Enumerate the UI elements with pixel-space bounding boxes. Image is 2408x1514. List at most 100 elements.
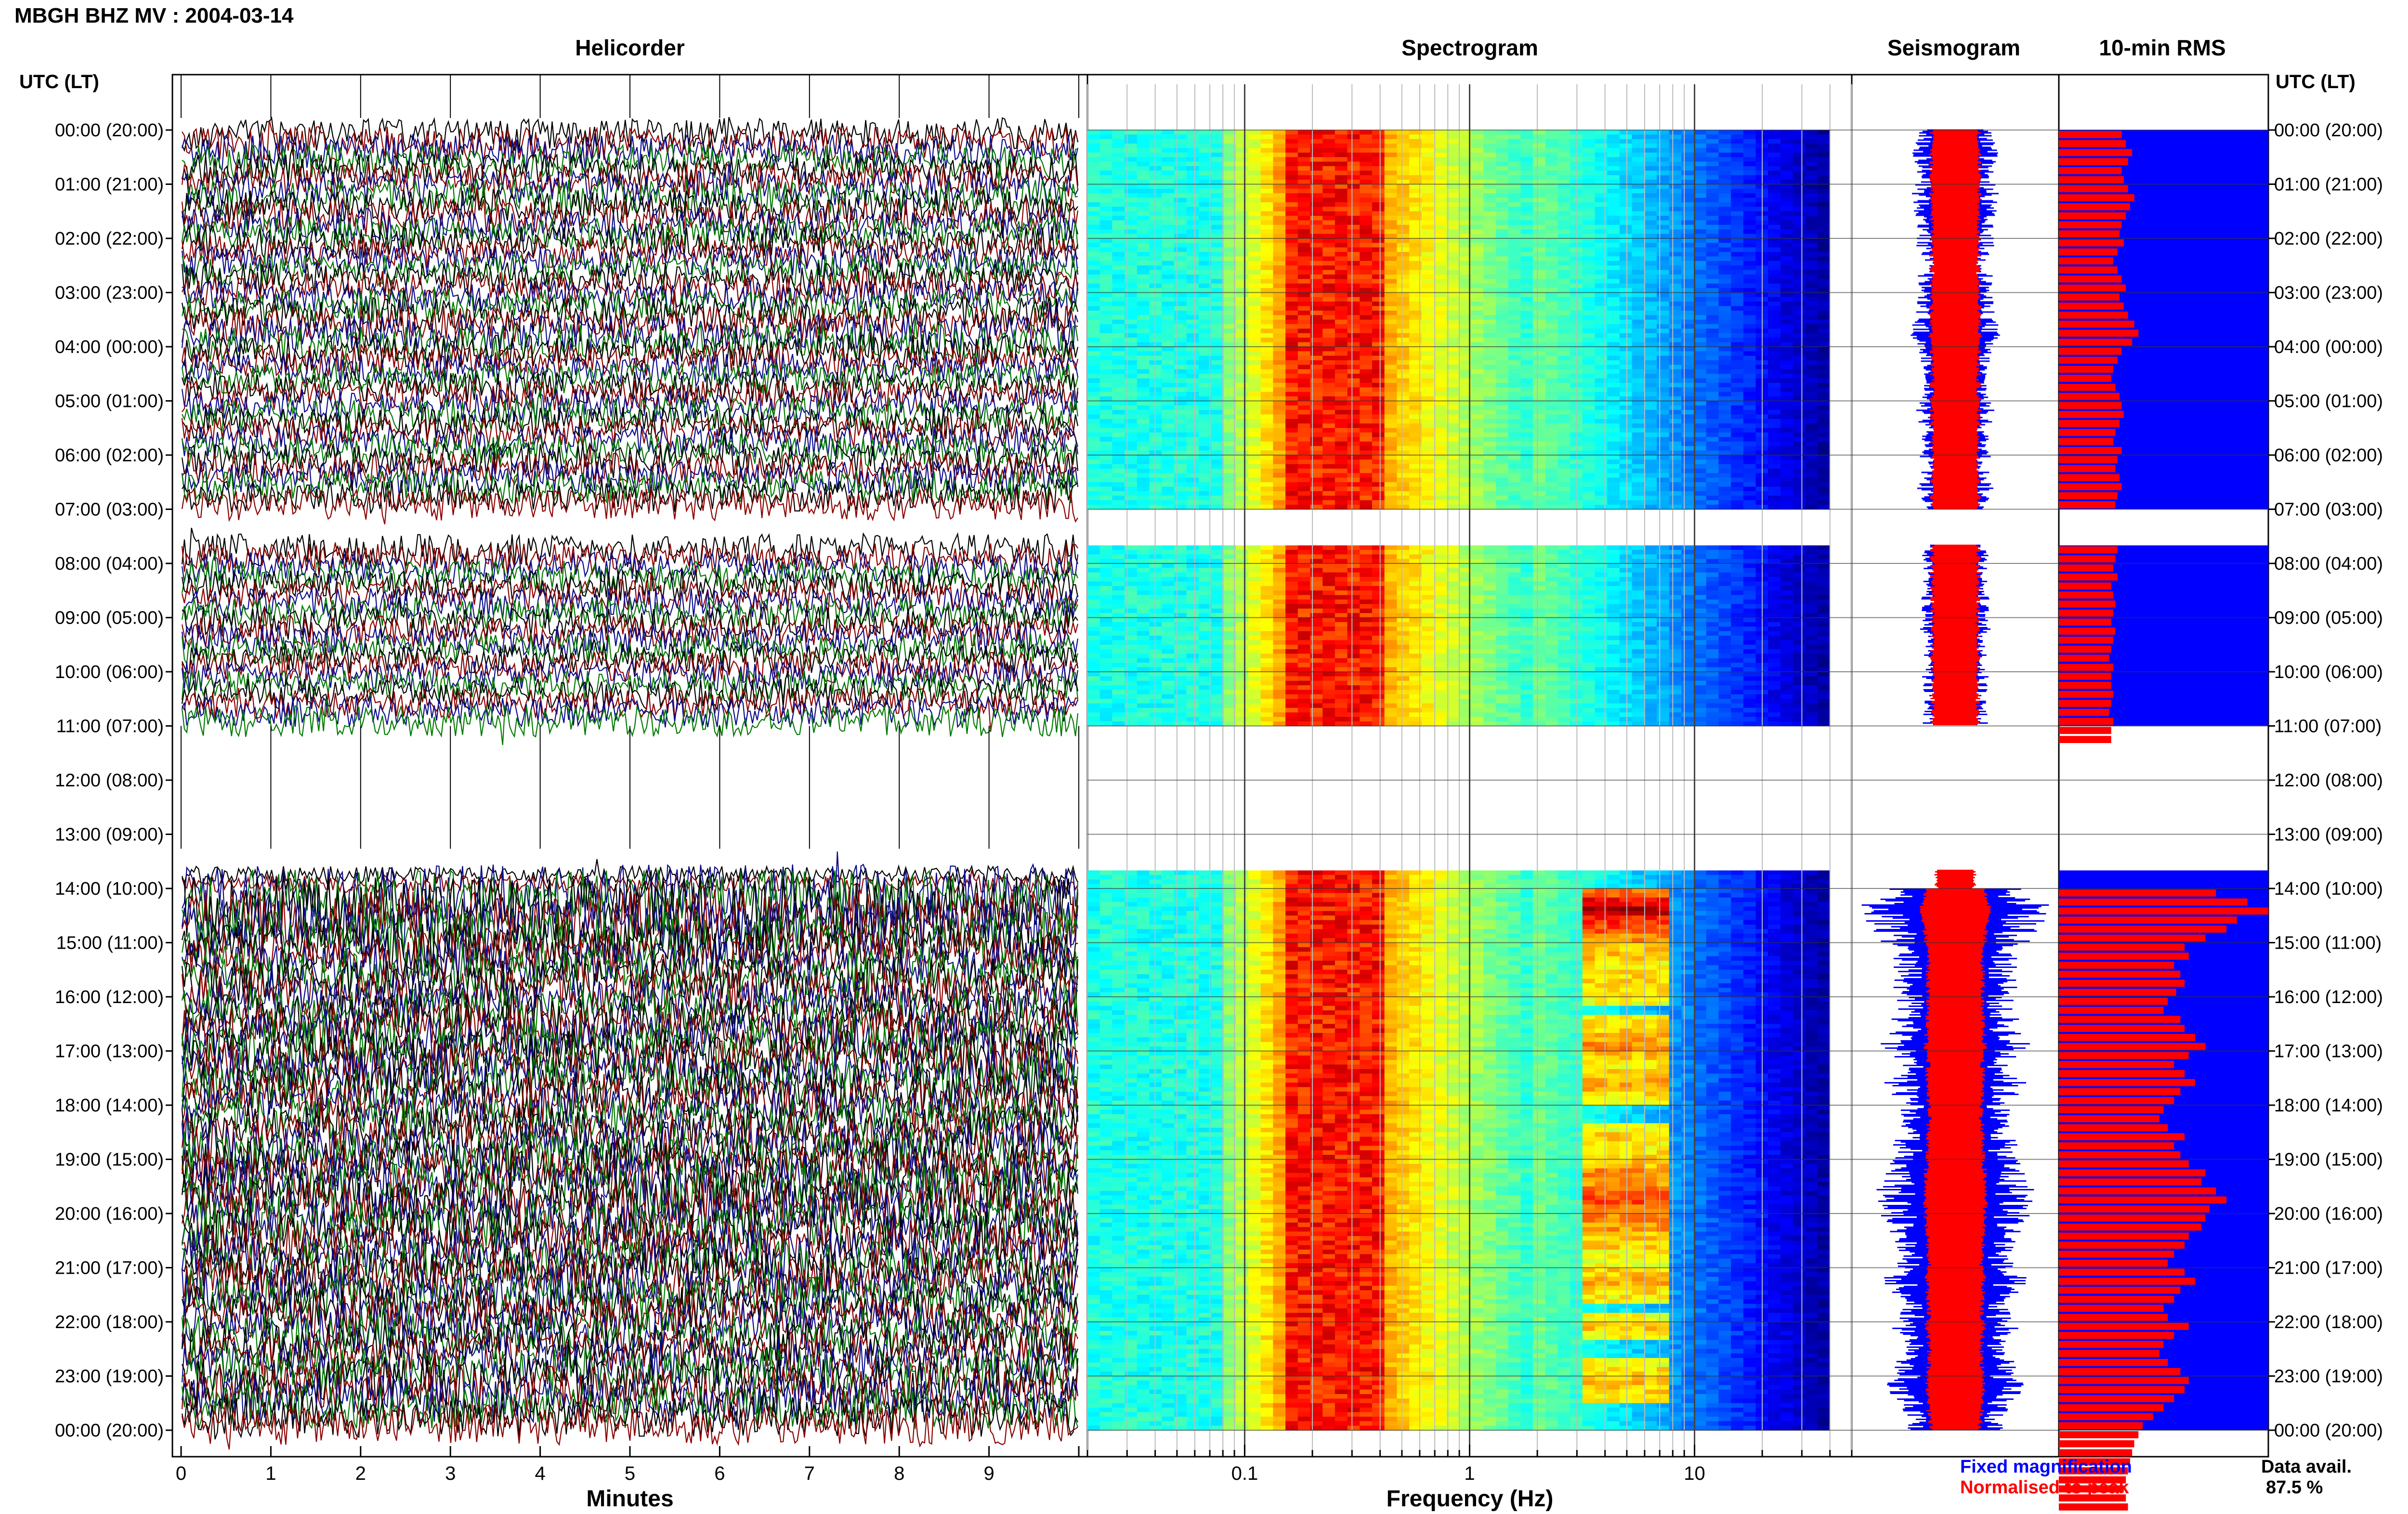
rms-bar (2059, 1449, 2132, 1457)
rms-bar (2059, 339, 2132, 346)
rms-bar (2059, 1043, 2206, 1050)
rms-bar (2059, 1088, 2180, 1096)
rms-bar (2059, 1395, 2174, 1402)
frequency-tick-label: 0.1 (1231, 1463, 1258, 1484)
rms-bar (2059, 1377, 2189, 1384)
time-label-left: 06:00 (02:00) (55, 445, 164, 466)
rms-bar (2059, 1359, 2168, 1366)
rms-bar (2059, 673, 2111, 680)
rms-bar (2059, 547, 2118, 554)
time-label-right: 13:00 (09:00) (2274, 825, 2383, 845)
rms-bar (2059, 384, 2115, 391)
time-label-right: 01:00 (21:00) (2274, 175, 2383, 195)
rms-bar (2059, 926, 2226, 933)
rms-bar (2059, 1332, 2174, 1339)
time-label-right: 15:00 (11:00) (2274, 933, 2382, 953)
rms-bar (2059, 916, 2237, 924)
rms-bar (2059, 167, 2122, 174)
helicorder-title: Helicorder (575, 35, 685, 61)
rms-bar (2059, 1188, 2216, 1195)
time-label-left: 02:00 (22:00) (55, 229, 164, 249)
rms-bar (2059, 1314, 2168, 1321)
rms-bar (2059, 194, 2134, 201)
rms-bar (2059, 664, 2113, 671)
rms-bar (2059, 980, 2185, 987)
time-label-left: 04:00 (00:00) (55, 337, 164, 357)
rms-bar (2059, 302, 2124, 310)
time-label-right: 16:00 (12:00) (2274, 987, 2383, 1007)
rms-bar (2059, 348, 2122, 355)
legend-fixed-magnification: Fixed magnification (1960, 1457, 2132, 1477)
time-label-left: 23:00 (19:00) (55, 1367, 164, 1387)
rms-bar (2059, 429, 2115, 436)
rms-bar (2059, 1115, 2159, 1122)
time-label-right: 12:00 (08:00) (2274, 770, 2383, 791)
time-label-left: 12:00 (08:00) (55, 770, 164, 791)
rms-bar (2059, 357, 2118, 364)
rms-bar (2059, 474, 2120, 482)
rms-bar (2059, 1142, 2174, 1149)
rms-bar (2059, 438, 2113, 445)
rms-bar (2059, 140, 2126, 147)
time-label-left: 22:00 (18:00) (55, 1312, 164, 1332)
rms-bar (2059, 1224, 2201, 1231)
rms-bar (2059, 899, 2248, 906)
rms-bar (2059, 1431, 2138, 1438)
rms-bar (2059, 1061, 2174, 1068)
time-label-left: 00:00 (20:00) (55, 120, 164, 141)
time-label-right: 00:00 (20:00) (2274, 120, 2383, 141)
rms-bar (2059, 375, 2111, 382)
rms-bar (2059, 1350, 2159, 1357)
rms-bar (2059, 230, 2120, 237)
rms-bar (2059, 203, 2130, 210)
legend-normalised-to-peak: Normalised to peak (1960, 1477, 2129, 1498)
rms-bar (2059, 176, 2124, 183)
rms-bar (2059, 1214, 2206, 1222)
minutes-axis-label: Minutes (586, 1486, 673, 1512)
rms-bar (2059, 564, 2113, 572)
time-label-right: 17:00 (13:00) (2274, 1042, 2383, 1062)
rms-bar (2059, 1269, 2185, 1276)
utc-label-left: UTC (LT) (19, 71, 99, 93)
time-label-left: 03:00 (23:00) (55, 283, 164, 303)
time-label-right: 10:00 (06:00) (2274, 662, 2383, 682)
rms-bar (2059, 1296, 2174, 1303)
rms-bar (2059, 1124, 2168, 1132)
rms-bar (2059, 501, 2115, 509)
rms-bar (2059, 709, 2109, 716)
rms-bar (2059, 1305, 2164, 1312)
spectrogram-title: Spectrogram (1401, 35, 1538, 61)
station-date-title: MBGH BHZ MV : 2004-03-14 (14, 4, 293, 28)
rms-bar (2059, 1169, 2206, 1176)
rms-bar (2059, 447, 2122, 454)
time-label-right: 04:00 (00:00) (2274, 337, 2383, 357)
time-label-right: 07:00 (03:00) (2274, 500, 2383, 520)
rms-bar (2059, 944, 2185, 951)
frequency-tick-label: 1 (1464, 1463, 1475, 1484)
rms-bar (2059, 1151, 2180, 1159)
rms-bar (2059, 366, 2113, 373)
rms-bar (2059, 1097, 2174, 1104)
rms-bar (2059, 1251, 2174, 1258)
rms-bar (2059, 962, 2174, 969)
rms-bar (2059, 655, 2109, 662)
time-label-left: 05:00 (01:00) (55, 392, 164, 412)
rms-bar (2059, 1079, 2195, 1086)
rms-bar (2059, 1178, 2201, 1186)
rms-bar (2059, 1278, 2195, 1285)
rms-bar (2059, 411, 2124, 418)
rms-bar (2059, 1260, 2168, 1267)
rms-bar (2059, 212, 2126, 220)
minute-tick-label: 3 (445, 1463, 456, 1484)
rms-bar (2059, 239, 2124, 247)
rms-bar (2059, 393, 2120, 400)
rms-bar (2059, 492, 2118, 499)
minute-tick-label: 9 (983, 1463, 994, 1484)
rms-bar (2059, 1241, 2185, 1249)
time-label-right: 22:00 (18:00) (2274, 1312, 2383, 1332)
rms-bar (2059, 1197, 2226, 1204)
rms-bar (2059, 1070, 2185, 1077)
rms-bar (2059, 1413, 2153, 1421)
rms-bar (2059, 1323, 2189, 1330)
